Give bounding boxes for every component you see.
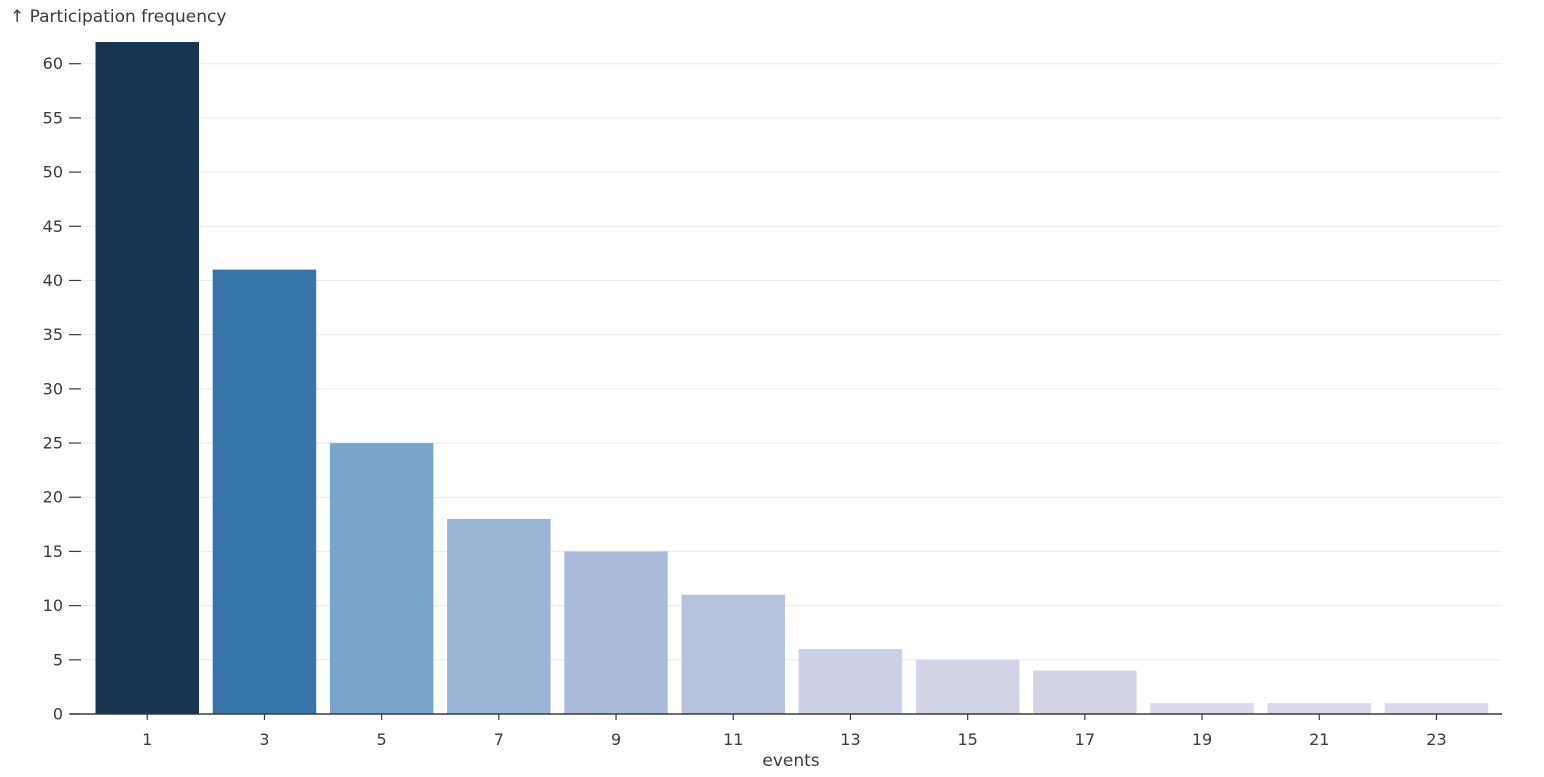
x-tick-label: 15 <box>957 730 977 749</box>
y-tick-label: 25 <box>43 434 63 453</box>
y-tick-label: 60 <box>43 54 63 73</box>
bar-7 <box>447 518 551 714</box>
x-tick-label: 1 <box>142 730 152 749</box>
bar-19 <box>1150 703 1254 714</box>
x-axis-title: events <box>762 751 819 771</box>
x-tick-label: 23 <box>1426 730 1446 749</box>
bar-15 <box>915 659 1020 714</box>
y-axis-title: ↑ Participation frequency <box>10 7 226 27</box>
y-tick-label: 55 <box>43 108 63 127</box>
x-tick-label: 11 <box>723 730 743 749</box>
y-tick-label: 0 <box>53 705 63 724</box>
x-tick-label: 17 <box>1075 730 1095 749</box>
bar-5 <box>329 443 434 714</box>
bars <box>95 42 1489 715</box>
x-tick-label: 19 <box>1192 730 1212 749</box>
bar-9 <box>564 551 668 714</box>
x-tick-label: 9 <box>611 730 621 749</box>
y-tick-label: 35 <box>43 325 63 344</box>
bar-13 <box>798 648 903 714</box>
y-tick-label: 30 <box>43 379 63 398</box>
y-tick-label: 15 <box>43 542 63 561</box>
bar-1 <box>95 42 199 715</box>
y-tick-label: 40 <box>43 271 63 290</box>
y-tick-label: 10 <box>43 596 63 615</box>
x-tick-label: 3 <box>259 730 269 749</box>
y-tick-label: 5 <box>53 650 63 669</box>
y-tick-label: 50 <box>43 163 63 182</box>
bar-21 <box>1267 703 1371 714</box>
bar-3 <box>212 269 317 714</box>
y-tick-label: 45 <box>43 217 63 236</box>
y-tick-label: 20 <box>43 488 63 507</box>
x-tick-label: 13 <box>840 730 860 749</box>
bar-11 <box>681 594 785 714</box>
x-tick-label: 7 <box>494 730 504 749</box>
bar-17 <box>1033 670 1137 714</box>
x-tick-label: 5 <box>377 730 387 749</box>
bar-23 <box>1384 703 1489 714</box>
x-tick-label: 21 <box>1309 730 1329 749</box>
